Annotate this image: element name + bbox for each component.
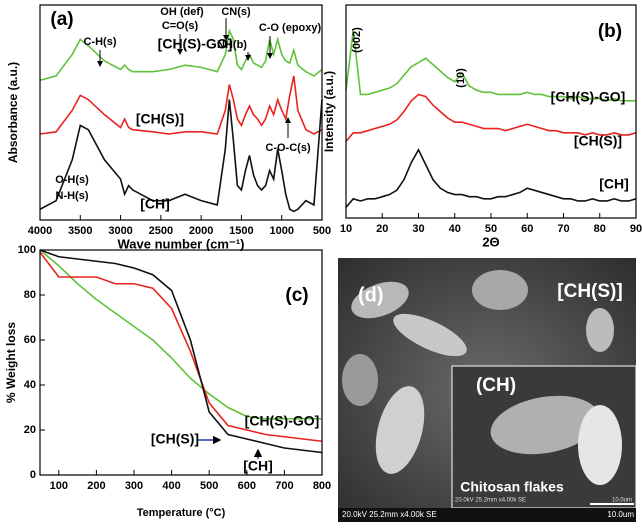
annotation: OH (def) — [160, 6, 204, 18]
annotation: C-O-C(s) — [265, 142, 311, 154]
y-tick-label: 40 — [24, 379, 36, 391]
x-tick-label: 1000 — [269, 225, 293, 237]
series-label: [CH(S)] — [136, 111, 184, 127]
x-tick-label: 30 — [412, 223, 424, 235]
line-series — [345, 93, 637, 142]
annotation: N-H(s) — [56, 190, 89, 202]
x-tick-label: 90 — [630, 223, 642, 235]
x-axis-label: Temperature (°C) — [137, 507, 226, 519]
y-axis-label: % Weight loss — [4, 322, 18, 403]
annotation: C=O(s) — [162, 20, 199, 32]
panel-label: (b) — [598, 21, 622, 42]
annotation: C-H(s) — [84, 36, 117, 48]
panel-label: (d) — [358, 284, 384, 306]
x-tick-label: 800 — [313, 480, 331, 492]
y-tick-label: 20 — [24, 424, 36, 436]
series-label: [CH(S)] — [574, 133, 622, 149]
x-tick-label: 50 — [485, 223, 497, 235]
annotation: (10) — [455, 68, 467, 88]
annotation: O-H(s) — [55, 174, 89, 186]
series-label: [CH(S)-GO] — [245, 413, 320, 429]
series-label: [CH(S)-GO] — [551, 89, 626, 105]
annotation: C-O (epoxy) — [259, 22, 322, 34]
x-tick-label: 3500 — [68, 225, 92, 237]
x-tick-label: 4000 — [28, 225, 52, 237]
x-tick-label: 400 — [162, 480, 180, 492]
x-tick-label: 80 — [594, 223, 606, 235]
series-label: [CH] — [243, 458, 273, 474]
x-tick-label: 600 — [238, 480, 256, 492]
y-tick-label: 60 — [24, 334, 36, 346]
series-label: [CH] — [140, 196, 170, 212]
line-series — [345, 148, 637, 208]
x-tick-label: 200 — [87, 480, 105, 492]
x-tick-label: 2000 — [189, 225, 213, 237]
x-tick-label: 300 — [125, 480, 143, 492]
x-tick-label: 70 — [557, 223, 569, 235]
inset-scale-bar-label: 10.0um — [612, 498, 632, 504]
x-tick-label: 100 — [50, 480, 68, 492]
x-tick-label: 2500 — [149, 225, 173, 237]
y-tick-label: 100 — [18, 244, 36, 256]
plot-frame — [39, 249, 323, 476]
line-series — [39, 251, 323, 443]
x-tick-label: 10 — [340, 223, 352, 235]
y-axis-label: Intensity (a.u.) — [322, 71, 336, 152]
annotation: NH(b) — [217, 39, 247, 51]
panel-label: (a) — [50, 9, 73, 30]
x-tick-label: 60 — [521, 223, 533, 235]
line-series — [39, 249, 322, 420]
series-label: [CH(S)] — [151, 431, 199, 447]
y-tick-label: 80 — [24, 289, 36, 301]
inset-scale-info: 20.0kV 25.2mm x4.00k SE — [455, 498, 526, 504]
annotation: (002) — [351, 27, 363, 53]
annotation: CN(s) — [221, 6, 251, 18]
panel-label: (c) — [285, 285, 308, 306]
plot-frame — [39, 4, 323, 221]
y-axis-label: Absorbance (a.u.) — [6, 62, 20, 163]
image-label: Chitosan flakes — [460, 479, 564, 495]
line-series — [39, 249, 323, 454]
sem-image — [338, 258, 637, 522]
x-axis-label: Wave number (cm⁻¹) — [117, 236, 244, 251]
scale-bar-label: 10.0um — [607, 510, 634, 519]
line-series — [39, 28, 323, 82]
series-label: [CH] — [599, 176, 629, 192]
line-series — [345, 30, 636, 102]
series-label: [CH(S)-GO] — [158, 36, 233, 52]
x-tick-label: 40 — [449, 223, 461, 235]
x-tick-label: 500 — [200, 480, 218, 492]
x-tick-label: 700 — [275, 480, 293, 492]
x-tick-label: 3000 — [108, 225, 132, 237]
x-tick-label: 20 — [376, 223, 388, 235]
image-label: (CH) — [476, 375, 516, 396]
y-tick-label: 0 — [30, 469, 36, 481]
line-series — [39, 99, 323, 213]
plot-frame — [345, 4, 637, 219]
scale-info: 20.0kV 25.2mm x4.00k SE — [342, 510, 437, 519]
x-tick-label: 1500 — [229, 225, 253, 237]
x-axis-label: 2Θ — [482, 234, 499, 249]
x-tick-label: 500 — [313, 225, 331, 237]
image-label: [CH(S)] — [557, 281, 622, 302]
